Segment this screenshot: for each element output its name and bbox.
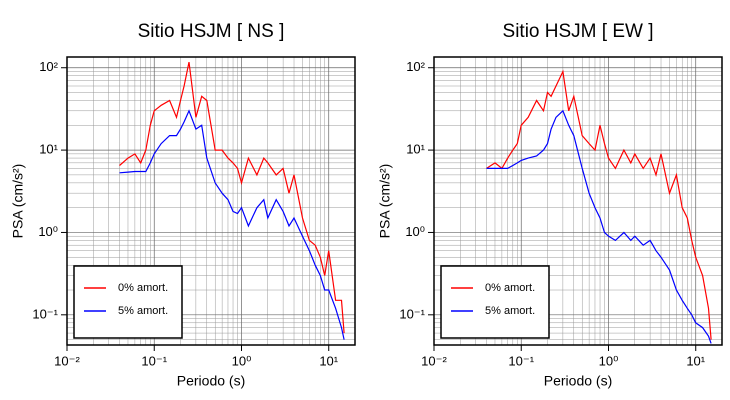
y-tick-label: 10² [406, 59, 425, 74]
legend-box [440, 265, 550, 339]
x-tick-label: 10⁻¹ [141, 353, 167, 368]
plot-frame [433, 56, 723, 346]
legend-label: 5% amort. [118, 305, 168, 317]
series-line [486, 109, 712, 344]
x-tick-label: 10⁰ [599, 353, 619, 368]
legend-label: 0% amort. [118, 282, 168, 294]
y-tick-label: 10⁻¹ [32, 306, 58, 321]
series-line [119, 61, 345, 334]
y-axis-title: PSA (cm/s²) [10, 164, 26, 239]
x-tick-label: 10⁻² [421, 353, 447, 368]
x-tick-label: 10⁰ [232, 353, 252, 368]
chart-title: Sitio HSJM [ EW ] [503, 21, 654, 42]
x-axis-title: Periodo (s) [177, 373, 245, 389]
x-tick-label: 10⁻² [54, 353, 80, 368]
plot-frame [66, 56, 356, 346]
y-tick-label: 10¹ [39, 142, 58, 157]
y-axis-title: PSA (cm/s²) [377, 164, 393, 239]
x-tick-label: 10¹ [686, 353, 705, 368]
y-tick-label: 10² [39, 59, 58, 74]
legend-box [73, 265, 183, 339]
y-tick-label: 10⁻¹ [399, 306, 425, 321]
series-line [119, 109, 345, 340]
legend-label: 0% amort. [485, 282, 535, 294]
legend-label: 5% amort. [485, 305, 535, 317]
y-tick-label: 10¹ [406, 142, 425, 157]
x-tick-label: 10¹ [319, 353, 338, 368]
y-tick-label: 10⁰ [38, 224, 58, 239]
x-axis-title: Periodo (s) [544, 373, 612, 389]
x-tick-label: 10⁻¹ [508, 353, 534, 368]
chart-title: Sitio HSJM [ NS ] [138, 21, 285, 42]
y-tick-label: 10⁰ [405, 224, 425, 239]
series-line [486, 69, 712, 340]
